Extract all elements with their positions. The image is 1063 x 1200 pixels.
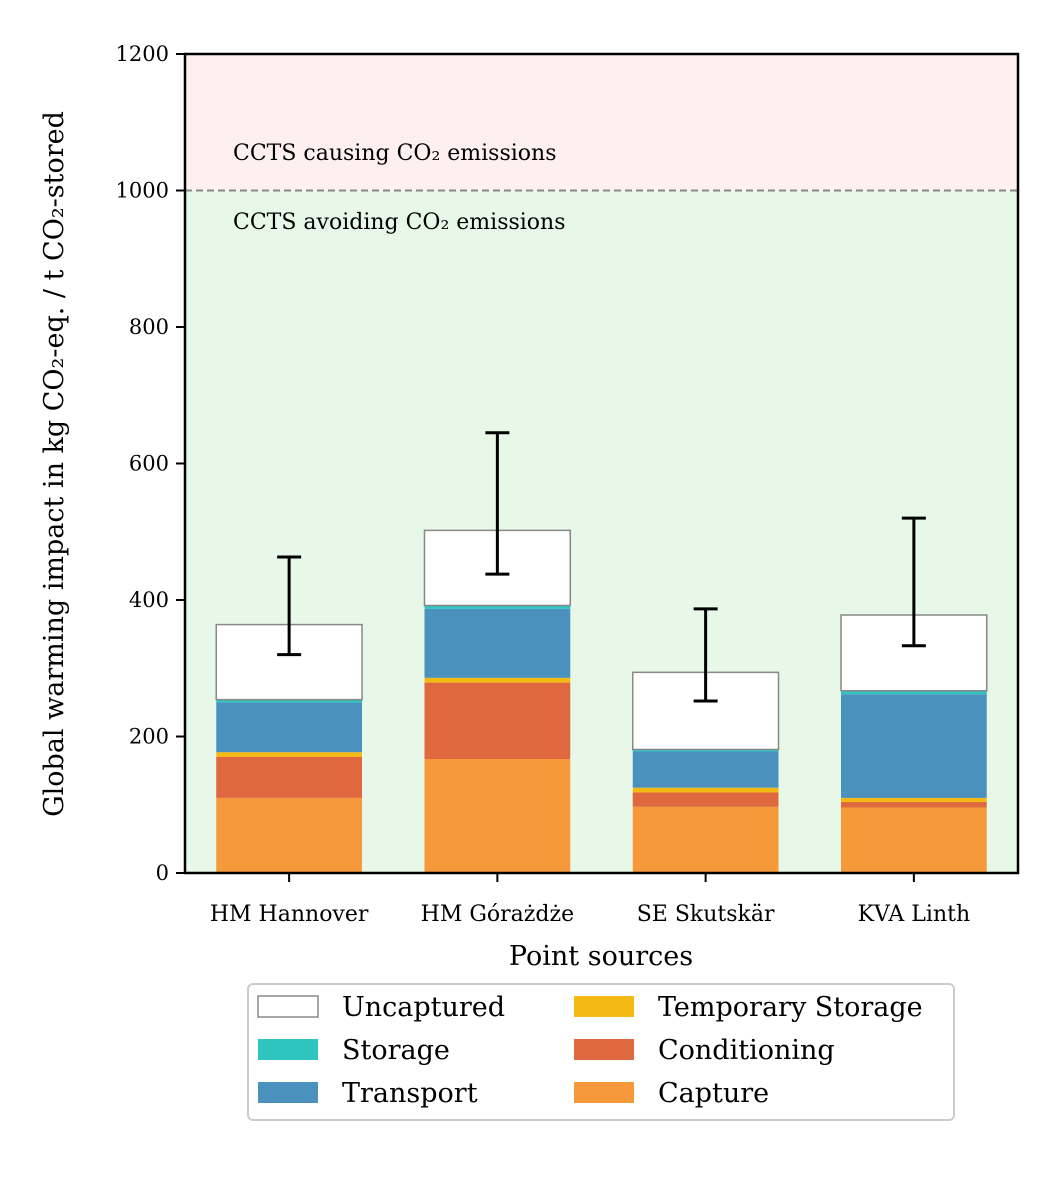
legend-label-transport: Transport: [342, 1078, 478, 1109]
bar-segment-capture: [632, 806, 779, 873]
legend: Uncaptured Storage Transport Temporary Stor…: [247, 983, 955, 1121]
bar-segment-capture: [840, 807, 987, 873]
legend-swatch-temporary-storage: [574, 996, 634, 1017]
bar-segment-conditioning: [632, 792, 779, 807]
x-tick-label: SE Skutskär: [637, 902, 775, 927]
bar-segment-conditioning: [216, 756, 363, 798]
legend-label-storage: Storage: [342, 1035, 450, 1066]
legend-swatch-storage: [258, 1039, 318, 1060]
y-tick-label: 1000: [116, 179, 169, 203]
bar-segment-transport: [424, 608, 571, 678]
x-axis-title: Point sources: [509, 941, 693, 972]
axes: 0 200 400 600 800 1000 1200 HM Hannover HM Góraż…: [116, 42, 1020, 927]
y-tick-label: 400: [129, 588, 169, 612]
bar-segment-temporary-storage: [632, 787, 779, 793]
bar-segment-transport: [840, 694, 987, 798]
legend-label-uncaptured: Uncaptured: [342, 992, 505, 1023]
legend-label-temporary-storage: Temporary Storage: [658, 992, 923, 1023]
y-tick-label: 600: [129, 452, 169, 476]
legend-swatch-conditioning: [574, 1039, 634, 1060]
y-tick-label: 200: [129, 725, 169, 749]
zone-label-causing: CCTS causing CO₂ emissions: [233, 141, 557, 166]
y-tick-label: 1200: [116, 42, 169, 66]
y-axis-title: Global warming impact in kg CO₂-eq. / t …: [39, 111, 70, 817]
bar-segment-storage: [216, 699, 363, 703]
bar-segment-transport: [632, 751, 779, 788]
legend-swatch-uncaptured: [257, 995, 319, 1018]
bar-segment-temporary-storage: [424, 677, 571, 683]
bars: [215, 529, 988, 873]
x-tick-label: HM Górażdże: [421, 902, 574, 927]
bar-segment-storage: [840, 690, 987, 695]
y-tick-label: 800: [129, 315, 169, 339]
bar-segment-transport: [216, 702, 363, 753]
zone-causing: [185, 54, 1018, 191]
y-tick-label: 0: [156, 861, 169, 885]
zone-label-avoiding: CCTS avoiding CO₂ emissions: [233, 210, 566, 235]
legend-swatch-transport: [258, 1082, 318, 1103]
legend-label-conditioning: Conditioning: [658, 1035, 835, 1066]
bar-segment-capture: [424, 759, 571, 873]
bar-segment-conditioning: [840, 802, 987, 808]
bar-segment-conditioning: [424, 682, 571, 760]
bar-segment-storage: [424, 605, 571, 609]
x-tick-label: HM Hannover: [210, 902, 369, 927]
legend-label-capture: Capture: [658, 1078, 769, 1109]
error-bars: [277, 431, 926, 703]
bar-segment-temporary-storage: [840, 797, 987, 803]
legend-swatch-capture: [574, 1082, 634, 1103]
bar-segment-storage: [632, 749, 779, 752]
x-tick-label: KVA Linth: [858, 902, 971, 927]
bar-segment-capture: [216, 797, 363, 873]
bar-segment-temporary-storage: [216, 752, 363, 757]
